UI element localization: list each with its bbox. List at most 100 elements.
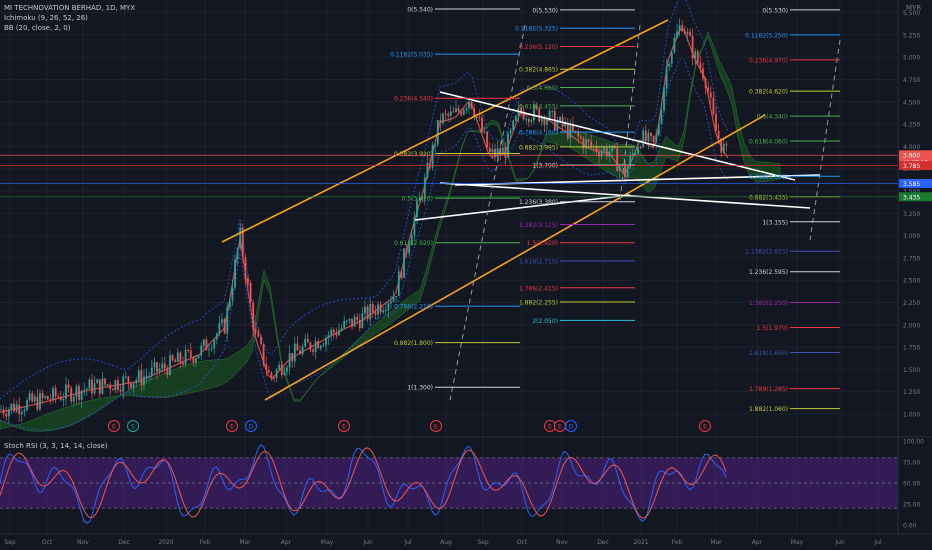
channel-line (264, 114, 766, 401)
candle-body (678, 25, 681, 32)
time-tick-label: Oct (42, 539, 53, 546)
fib-level-label: 1.789(1.285) (749, 386, 788, 393)
price-badge (899, 192, 932, 202)
indicator-bb-label[interactable]: BB (20, close, 2, 0) (4, 24, 71, 32)
stoch-band (0, 457, 898, 509)
candle-body (62, 398, 65, 401)
fib-level-label: 2(2.050) (532, 318, 558, 325)
channel-line (221, 19, 669, 243)
fibonacci-retracements[interactable]: 0(5.540) 0.1182(5.035) 0.236(4.540) 0.382(3… (390, 7, 840, 414)
price-tick-label: 1.500 (903, 367, 920, 374)
fib-level-label: 0.882(3.995) (519, 144, 558, 151)
price-tick-label: 3.250 (903, 211, 920, 218)
candle-body (543, 116, 546, 125)
time-tick-label: Dec (118, 539, 130, 546)
candle-body (299, 350, 301, 355)
candle-body (117, 380, 119, 390)
candle-body (270, 372, 273, 378)
candle-body (400, 271, 403, 278)
indicator-ichimoku-label[interactable]: Ichimoku (9, 26, 52, 26) (4, 14, 88, 22)
horizontal-lines (0, 154, 898, 198)
candle-body (304, 338, 307, 347)
price-tick-label: 1.250 (903, 389, 920, 396)
candle-body (23, 410, 26, 413)
time-axis[interactable]: Sep Oct Nov Dec 2020 Feb Mar Apr May Jun Jul Aug Sep… (0, 533, 932, 546)
time-tick-label: 2020 (158, 539, 173, 546)
candle-body (717, 130, 720, 139)
candle-body (647, 132, 650, 142)
candle-body (681, 25, 684, 32)
fib-level-label: 1(1.300) (407, 385, 433, 392)
candle-body (530, 120, 533, 123)
fib-level-label: 1(3.155) (762, 219, 788, 226)
candle-body (98, 379, 101, 394)
fib-level-label: 0.786(3.665) (749, 174, 788, 181)
candle-body (676, 31, 678, 38)
candle-body (582, 138, 585, 149)
candle-body (137, 370, 140, 381)
candle-body (709, 92, 712, 98)
candle-body (148, 375, 151, 377)
fib-level-label: 1.5(1.970) (757, 325, 788, 332)
candle-body (244, 257, 247, 279)
candle-body (707, 87, 710, 93)
candle-body (101, 378, 104, 394)
price-badge (899, 161, 932, 171)
candle-body (153, 362, 156, 368)
candle-body (241, 227, 244, 258)
candle-body (228, 300, 231, 308)
candle-body (650, 132, 652, 136)
candle-body (452, 111, 455, 113)
price-tick-label: 2.750 (903, 255, 920, 262)
time-tick-label: Oct (517, 539, 528, 546)
candle-body (2, 409, 5, 414)
time-tick-label: Jul (403, 539, 412, 546)
candle-body (540, 116, 543, 122)
candle-body (689, 31, 691, 37)
candle-body (574, 130, 577, 132)
candle-body (127, 376, 130, 384)
candle-body (382, 310, 385, 313)
candle-body (348, 318, 351, 321)
stoch-rsi-label[interactable]: Stoch RSI (3, 3, 14, 14, close) (4, 442, 108, 450)
candle-body (447, 113, 450, 116)
candle-body (301, 346, 304, 355)
candle-body (616, 148, 619, 172)
fib-level-label: 1.236(2.595) (749, 269, 788, 276)
candle-body (291, 353, 294, 362)
candle-body (725, 143, 728, 145)
event-marker (108, 420, 120, 432)
price-tick-label: 3.000 (903, 233, 920, 240)
candle-body (296, 343, 299, 351)
candle-body (434, 144, 437, 146)
price-badge-text: 3.900 (903, 152, 920, 159)
candle-body (699, 63, 702, 69)
candle-body (195, 358, 197, 363)
candle-body (18, 404, 21, 415)
candle-body (356, 316, 359, 320)
bb-lower (0, 58, 729, 431)
fib-level-label: 0.618(4.060) (749, 139, 788, 146)
candle-body (618, 166, 621, 172)
price-tick-label: 3.500 (903, 189, 920, 196)
candle-body (504, 147, 507, 158)
fib-level-label: 0.5(4.340) (757, 114, 788, 121)
candle-body (200, 345, 203, 356)
event-marker (699, 420, 711, 432)
stoch-d-line (0, 447, 727, 519)
event-marker-letter: E (112, 423, 116, 431)
candle-body (390, 301, 392, 304)
candle-body (351, 318, 353, 327)
price-axis[interactable]: 5.5005.2505.0004.7504.5004.2504.0003.750… (897, 0, 924, 534)
trendlines[interactable] (221, 19, 841, 401)
fib-level-label: 1.1382(2.825) (745, 249, 788, 256)
candle-body (436, 119, 439, 145)
price-tick-label: 1.000 (903, 412, 920, 419)
candle-body (455, 108, 457, 112)
candle-body (384, 310, 387, 312)
bb-upper (0, 0, 729, 400)
candle-body (652, 135, 655, 143)
candle-body (10, 403, 13, 410)
